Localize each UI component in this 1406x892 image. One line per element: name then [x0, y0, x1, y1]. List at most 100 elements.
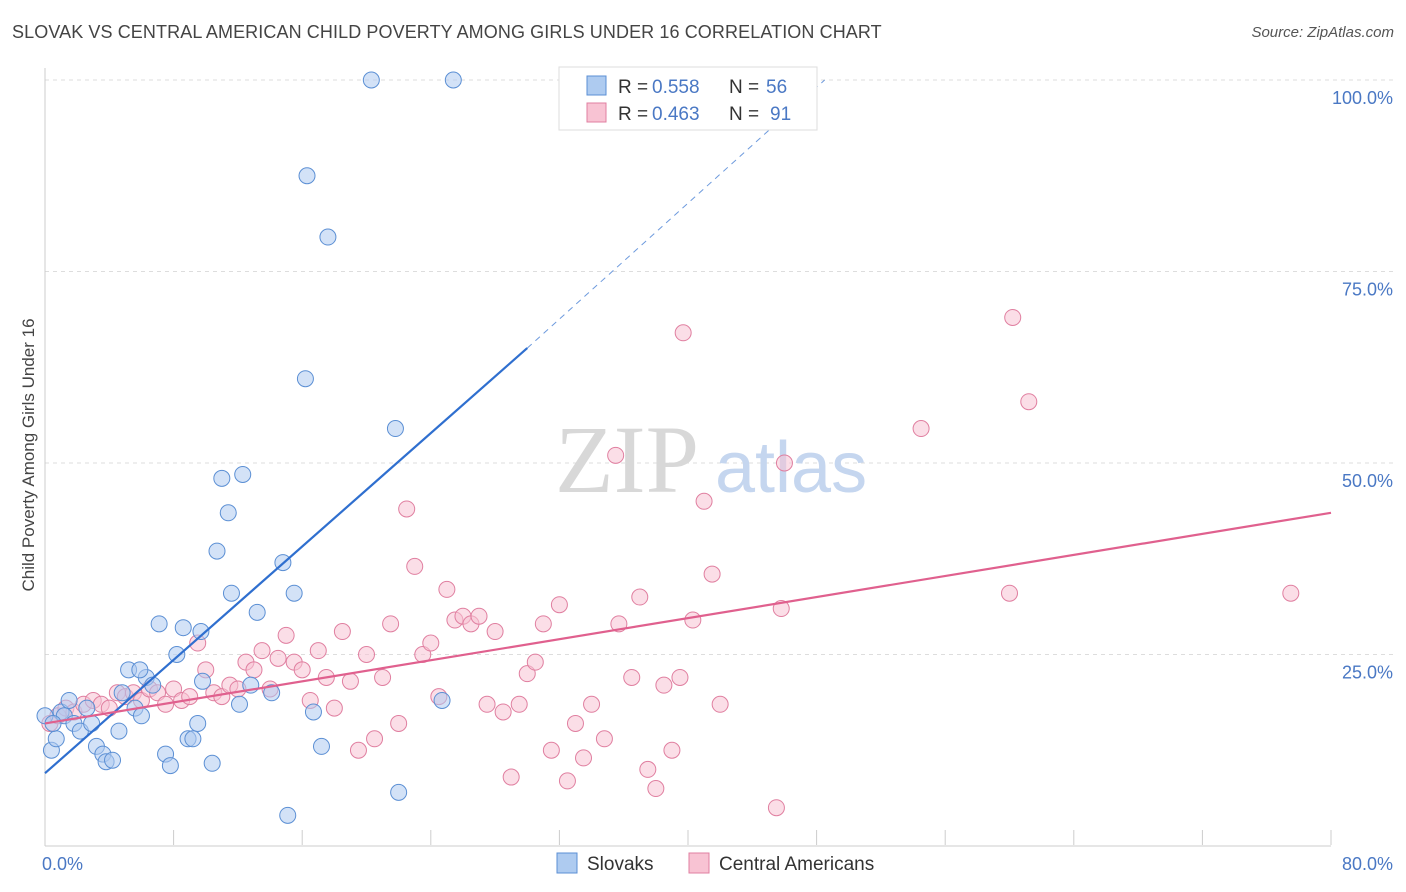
central-american-point-82	[711, 695, 729, 713]
central-american-point-53	[470, 607, 488, 625]
legend-r-label-1: R =	[618, 77, 648, 98]
central-american-point-42	[382, 615, 400, 633]
slovak-point-33	[231, 695, 249, 713]
central-american-point-56	[494, 703, 512, 721]
legend-r-value-1: 0.558	[652, 77, 700, 98]
slovak-point-23	[174, 619, 192, 637]
central-american-point-71	[623, 668, 641, 686]
central-american-point-69	[607, 446, 625, 464]
watermark-zip: ZIP	[555, 406, 699, 513]
central-american-point-41	[374, 668, 392, 686]
slovak-point-2	[47, 730, 65, 748]
slovak-point-25	[184, 730, 202, 748]
y-tick-label-0: 25.0%	[1342, 663, 1393, 683]
central-american-point-58	[510, 695, 528, 713]
slovak-point-27	[194, 672, 212, 690]
central-american-point-83	[767, 799, 785, 817]
central-americans-points	[41, 308, 1300, 817]
slovak-point-55	[83, 714, 101, 732]
y-axis-title: Child Poverty Among Girls Under 16	[19, 318, 38, 591]
y-tick-labels: 25.0% 50.0% 75.0% 100.0%	[1332, 88, 1393, 683]
central-american-point-73	[639, 760, 657, 778]
central-american-point-35	[325, 699, 343, 717]
bottom-legend: Slovaks Central Americans	[556, 852, 874, 875]
x-tick-label-0: 0.0%	[42, 854, 83, 874]
slovak-point-36	[248, 603, 266, 621]
central-american-point-59	[518, 665, 536, 683]
slovaks-trend-line	[44, 347, 528, 775]
top-legend: R = 0.558 N = 56 R = 0.463 N = 91	[558, 66, 818, 131]
central-american-point-40	[366, 730, 384, 748]
slovak-point-47	[386, 420, 404, 438]
slovak-point-54	[189, 714, 207, 732]
slovak-point-13	[113, 684, 131, 702]
central-american-point-79	[684, 611, 702, 629]
slovak-point-50	[444, 71, 462, 89]
slovak-point-32	[222, 584, 240, 602]
central-american-point-75	[655, 676, 673, 694]
slovak-point-26	[192, 623, 210, 641]
central-american-point-77	[671, 668, 689, 686]
central-american-point-78	[674, 324, 692, 342]
central-american-point-64	[558, 772, 576, 790]
central-american-point-26	[253, 642, 271, 660]
slovak-point-8	[78, 699, 96, 717]
central-american-point-38	[349, 741, 367, 759]
slovak-point-37	[263, 684, 281, 702]
central-american-point-44	[398, 500, 416, 518]
central-american-point-55	[486, 623, 504, 641]
central-american-point-66	[575, 749, 593, 767]
central-american-point-89	[1020, 393, 1038, 411]
central-american-point-74	[647, 780, 665, 798]
central-american-point-72	[631, 588, 649, 606]
slovak-point-51	[110, 722, 128, 740]
central-american-point-90	[1282, 584, 1300, 602]
slovak-point-48	[390, 783, 408, 801]
central-american-point-81	[703, 565, 721, 583]
central-american-point-60	[526, 653, 544, 671]
central-american-point-76	[663, 741, 681, 759]
gridlines	[45, 79, 1395, 655]
x-tick-label-1: 80.0%	[1342, 854, 1393, 874]
central-american-point-86	[912, 420, 930, 438]
legend-swatch-slovaks	[586, 75, 607, 96]
central-american-point-17	[181, 688, 199, 706]
central-american-point-15	[165, 680, 183, 698]
central-american-point-61	[534, 615, 552, 633]
central-american-point-37	[341, 672, 359, 690]
central-american-point-33	[309, 642, 327, 660]
slovak-point-40	[285, 584, 303, 602]
slovak-point-44	[312, 737, 330, 755]
legend-n-value-2: 91	[770, 104, 791, 125]
slovak-point-22	[168, 646, 186, 663]
slovak-point-43	[304, 703, 322, 721]
y-tick-label-2: 75.0%	[1342, 280, 1393, 300]
central-american-point-39	[358, 646, 375, 663]
legend-n-value-1: 56	[766, 77, 787, 98]
legend-n-label-2: N =	[729, 104, 759, 125]
bottom-legend-label-central: Central Americans	[719, 854, 874, 875]
slovak-point-45	[319, 228, 337, 246]
y-tick-label-1: 50.0%	[1342, 471, 1393, 491]
central-american-point-63	[550, 596, 568, 614]
slovak-point-30	[213, 469, 231, 487]
central-american-point-31	[293, 661, 311, 679]
x-tick-labels: 0.0% 80.0%	[42, 854, 1393, 874]
slovak-point-19	[150, 615, 168, 633]
y-tick-label-3: 100.0%	[1332, 88, 1393, 108]
central-american-point-67	[583, 695, 601, 713]
central-american-point-57	[502, 768, 520, 786]
chart-title: SLOVAK VS CENTRAL AMERICAN CHILD POVERTY…	[12, 22, 882, 42]
source-label: Source: ZipAtlas.com	[1251, 24, 1394, 41]
central-american-point-28	[269, 649, 287, 667]
central-american-point-80	[695, 492, 713, 510]
watermark: ZIP atlas	[555, 406, 867, 513]
central-american-point-43	[390, 714, 408, 732]
central-american-point-29	[277, 626, 295, 644]
slovak-point-49	[433, 691, 451, 709]
legend-swatch-central	[586, 102, 607, 123]
slovak-point-39	[279, 806, 297, 824]
central-american-point-54	[478, 695, 496, 713]
central-american-point-49	[438, 580, 456, 598]
